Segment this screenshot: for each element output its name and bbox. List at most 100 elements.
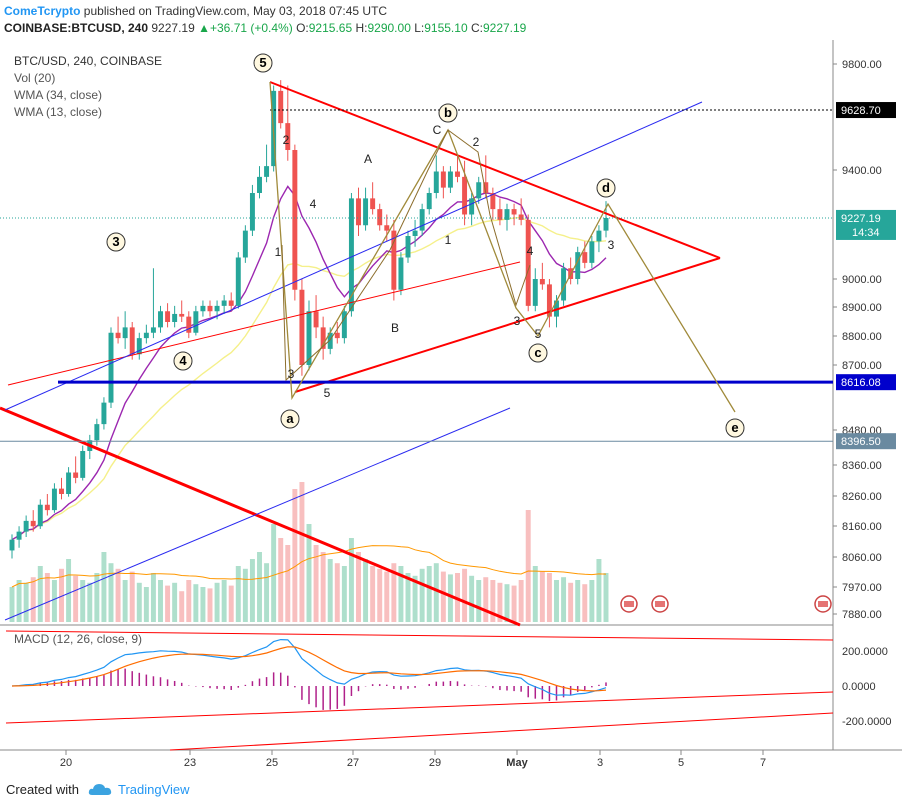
candle-body	[398, 257, 404, 290]
candle-body	[115, 332, 121, 339]
candle-body	[179, 313, 185, 317]
candle-body	[37, 504, 43, 527]
volume-bar	[249, 559, 255, 622]
macd-tick-label: 200.0000	[842, 646, 888, 658]
volume-bar	[51, 580, 57, 622]
wave-label: 4	[310, 197, 317, 211]
candle-body	[23, 520, 29, 532]
wave-label: 2	[473, 135, 480, 149]
wave-label: b	[444, 105, 452, 120]
macd-label[interactable]: MACD (12, 26, close, 9)	[14, 632, 143, 646]
candle-body	[532, 279, 538, 306]
long-downtrend-line	[0, 406, 521, 627]
candle-body	[108, 332, 114, 403]
price-label-box	[836, 433, 896, 450]
volume-bar	[341, 566, 347, 622]
publish-header: ComeTcrypto published on TradingView.com…	[0, 0, 902, 40]
x-tick-label: 5	[678, 757, 684, 769]
candle-body	[221, 300, 227, 306]
volume-bar	[356, 552, 361, 622]
volume-bar	[23, 582, 29, 622]
candle-body	[285, 123, 291, 150]
candle-body	[257, 176, 262, 193]
candle-body	[582, 252, 588, 263]
volume-bar	[30, 577, 36, 622]
volume-bar	[115, 568, 121, 622]
volume-bar	[391, 563, 397, 622]
legend-item-wma13[interactable]: WMA (13, close)	[14, 105, 103, 119]
subwave-path	[281, 129, 531, 382]
wave-label-circle	[528, 343, 548, 363]
up-arrow-icon: ▲	[198, 21, 210, 35]
candle-body	[334, 332, 340, 339]
price-label-text: 9227.19	[841, 213, 881, 225]
wave-label: A	[364, 152, 372, 166]
wave-label: a	[286, 411, 294, 426]
volume-bar	[186, 580, 192, 622]
y-tick-label: 8060.00	[842, 552, 882, 564]
legend-item-volume[interactable]: Vol (20)	[14, 71, 56, 85]
volume-bar	[271, 524, 277, 622]
volume-bar	[568, 582, 574, 622]
candle-body	[440, 171, 446, 188]
wave-label: 5	[259, 55, 266, 70]
price-label-box	[836, 209, 896, 240]
y-tick-label: 8700.00	[842, 360, 882, 372]
volume-bar	[37, 566, 43, 622]
candle-body	[150, 327, 156, 333]
open-value: 9215.65	[308, 21, 353, 35]
tradingview-link[interactable]: TradingView	[118, 782, 190, 797]
volume-bar	[313, 545, 319, 622]
volume-bar	[306, 524, 312, 622]
macd-trend-mid	[5, 691, 834, 724]
volume-bar	[207, 588, 213, 622]
us-flag-icon	[655, 601, 665, 607]
candle-body	[51, 488, 57, 511]
volume-bar	[546, 573, 552, 622]
volume-bar	[575, 580, 581, 622]
candle-body	[327, 332, 333, 349]
legend-item-wma34[interactable]: WMA (34, close)	[14, 88, 103, 102]
volume-bar	[525, 510, 531, 622]
candle-body	[16, 531, 22, 540]
volume-bar	[94, 573, 100, 622]
candle-body	[575, 252, 581, 279]
volume-bar	[469, 575, 475, 622]
wma13-line	[11, 185, 607, 541]
candle-body	[384, 225, 390, 231]
wave-label: 2	[283, 133, 290, 147]
candle-body	[59, 488, 64, 494]
candle-body	[447, 171, 453, 188]
volume-bar	[462, 568, 468, 622]
candle-body	[299, 289, 305, 365]
volume-bar	[264, 563, 270, 622]
price-chart[interactable]: 200.0000 0.0000 -200.0000 9800.00 9400.00 90…	[0, 0, 902, 773]
volume-bar	[221, 580, 227, 622]
blue-channel-upper	[4, 101, 703, 411]
high-label: H:	[355, 21, 368, 35]
volume-bar	[377, 568, 383, 622]
candle-body	[264, 166, 270, 177]
candle-body	[356, 198, 361, 226]
volume-bar	[370, 566, 376, 622]
candle-body	[462, 176, 468, 215]
candle-body	[320, 327, 326, 349]
candle-body	[66, 472, 72, 494]
candle-body	[292, 150, 298, 290]
candle-body	[518, 214, 524, 220]
volume-bar	[122, 580, 128, 622]
x-tick-label: 27	[347, 757, 359, 769]
volume-bar	[504, 584, 510, 622]
volume-bar	[511, 585, 517, 622]
y-tick-label: 9000.00	[842, 274, 882, 286]
author-name[interactable]: ComeTcrypto	[4, 4, 81, 18]
macd-tick-label: -200.0000	[842, 716, 892, 728]
tradingview-cloud-icon	[88, 784, 112, 795]
volume-bar	[9, 587, 15, 622]
volume-bar	[59, 568, 64, 622]
low-label: L:	[414, 21, 425, 35]
volume-bar	[440, 571, 446, 622]
volume-bar	[129, 571, 135, 622]
candle-body	[101, 402, 107, 425]
volume-bar	[532, 566, 538, 622]
